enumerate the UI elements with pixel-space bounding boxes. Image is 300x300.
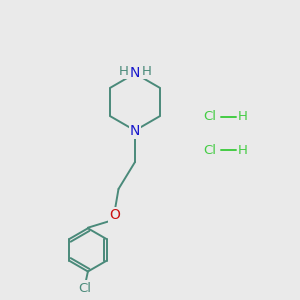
Text: Cl: Cl: [78, 281, 92, 295]
Text: N: N: [130, 124, 140, 137]
Text: H: H: [142, 64, 151, 78]
Text: H: H: [119, 64, 128, 78]
Text: H: H: [238, 143, 248, 157]
Text: N: N: [130, 66, 140, 80]
Text: O: O: [110, 208, 120, 222]
Text: Cl: Cl: [203, 110, 217, 124]
Text: Cl: Cl: [203, 143, 217, 157]
Text: H: H: [238, 110, 248, 124]
